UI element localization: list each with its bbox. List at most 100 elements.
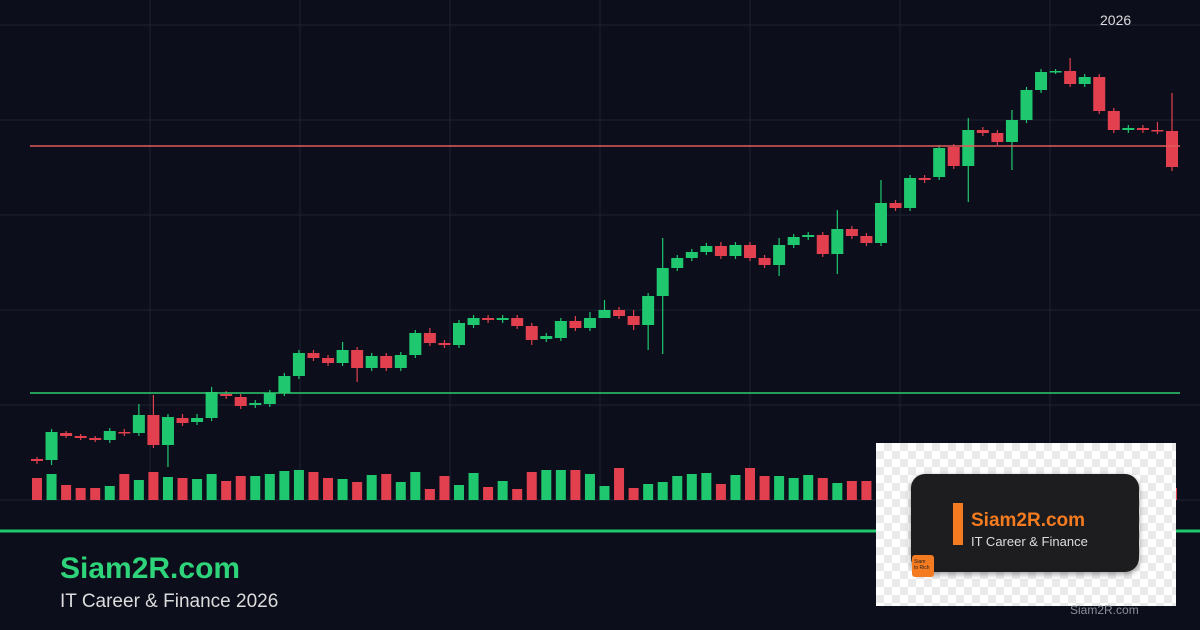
- candle-body: [1064, 71, 1077, 84]
- candle-body: [714, 246, 727, 256]
- volume-bar: [817, 478, 828, 500]
- candle-body: [685, 252, 698, 258]
- volume-bar: [264, 474, 275, 500]
- candle-body: [831, 229, 844, 254]
- candle-body: [234, 397, 247, 406]
- watermark: Siam2R.com: [1070, 603, 1139, 617]
- candle-body: [132, 415, 145, 433]
- volume-bar: [352, 482, 363, 500]
- candle-body: [191, 418, 204, 422]
- candles: [30, 58, 1180, 500]
- badge: Siam to Rich: [912, 555, 934, 577]
- volume-bar: [250, 476, 261, 500]
- volume-bar: [599, 486, 610, 500]
- candle-body: [292, 353, 305, 376]
- volume-bar: [381, 474, 392, 500]
- candle-body: [773, 245, 786, 265]
- candle-body: [1020, 90, 1033, 120]
- candle-body: [205, 392, 218, 418]
- candle-body: [351, 350, 364, 368]
- candle-body: [627, 316, 640, 325]
- volume-bar: [75, 488, 86, 500]
- candle-body: [904, 178, 917, 208]
- candle-body: [758, 258, 771, 265]
- volume-bar: [46, 474, 57, 500]
- candle-body: [1122, 128, 1135, 130]
- volume-bar: [104, 486, 115, 500]
- candle-body: [147, 415, 160, 445]
- candle-body: [322, 358, 335, 363]
- logo-title: Siam2R.com: [971, 510, 1086, 531]
- volume-bar: [192, 479, 203, 500]
- logo-bar: [953, 503, 963, 545]
- candle-body: [1005, 120, 1018, 142]
- volume-bar: [235, 476, 246, 500]
- volume-bar: [366, 475, 377, 500]
- volume-bar: [745, 468, 756, 500]
- candle-body: [176, 418, 189, 423]
- candle-body: [874, 203, 887, 243]
- candle-body: [1049, 71, 1062, 73]
- volume-bar: [526, 472, 537, 500]
- candle-body: [933, 148, 946, 177]
- volume-bar: [439, 476, 450, 500]
- volume-bar: [497, 481, 508, 500]
- candle-body: [569, 321, 582, 328]
- volume-bar: [584, 474, 595, 500]
- volume-bar: [133, 480, 144, 500]
- candle-body: [1107, 111, 1120, 130]
- candle-body: [161, 417, 174, 445]
- volume-bar: [628, 488, 639, 500]
- volume-bar: [221, 481, 232, 500]
- year-label: 2026: [1100, 12, 1131, 28]
- candle-body: [394, 355, 407, 368]
- candle-body: [671, 258, 684, 268]
- volume-bar: [614, 468, 625, 500]
- volume-bar: [672, 476, 683, 500]
- candle-body: [802, 235, 815, 237]
- candle-body: [613, 310, 626, 316]
- candle-body: [278, 376, 291, 393]
- volume-bar: [861, 481, 872, 500]
- volume-bar: [206, 474, 217, 500]
- subtitle: IT Career & Finance 2026: [60, 591, 278, 612]
- volume-bar: [512, 489, 523, 500]
- volume-bar: [453, 485, 464, 500]
- candle-body: [336, 350, 349, 363]
- candle-body: [642, 296, 655, 325]
- candle-body: [409, 333, 422, 355]
- candle-body: [991, 133, 1004, 142]
- volume-bar: [424, 489, 435, 500]
- volume-bar: [846, 481, 857, 500]
- candle-body: [816, 235, 829, 254]
- candle-body: [583, 318, 596, 328]
- volume-bar: [337, 479, 348, 500]
- volume-bar: [686, 474, 697, 500]
- candle-body: [1078, 77, 1091, 84]
- candle-body: [1093, 77, 1106, 111]
- candle-body: [1151, 130, 1164, 132]
- candle-body: [525, 326, 538, 340]
- candle-body: [438, 343, 451, 345]
- title: Siam2R.com: [60, 552, 240, 585]
- volume-bar: [715, 484, 726, 500]
- candle-body: [365, 356, 378, 368]
- candle-body: [45, 432, 58, 460]
- candle-body: [918, 178, 931, 180]
- logo-subtitle: IT Career & Finance: [971, 534, 1088, 549]
- volume-bar: [395, 482, 406, 500]
- candle-body: [263, 393, 276, 404]
- candle-body: [1136, 128, 1149, 130]
- candle-body: [947, 147, 960, 166]
- volume-bar: [177, 478, 188, 500]
- volume-bar: [148, 472, 159, 500]
- candle-body: [700, 246, 713, 252]
- volume-bar: [832, 483, 843, 500]
- candle-body: [249, 403, 262, 405]
- candle-body: [1035, 72, 1048, 90]
- candle-body: [787, 237, 800, 245]
- volume-bar: [90, 488, 101, 500]
- volume-bar: [279, 471, 290, 500]
- volume-bar: [32, 478, 42, 500]
